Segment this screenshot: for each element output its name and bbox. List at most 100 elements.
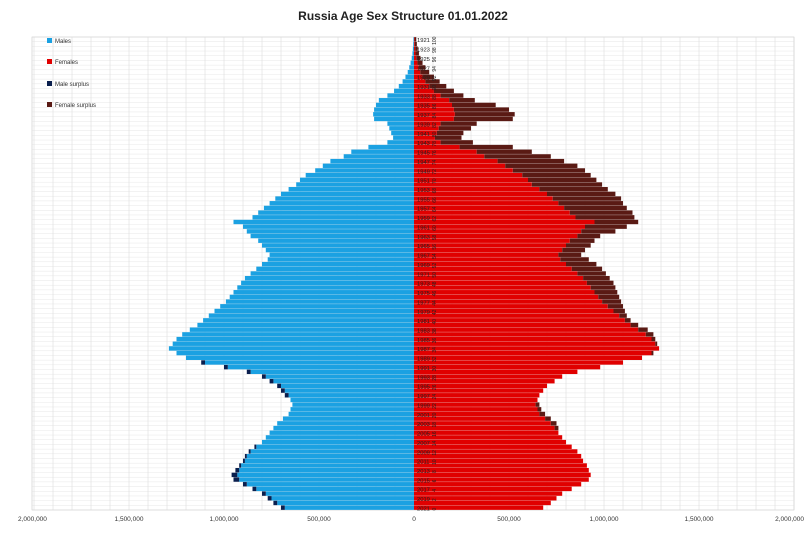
female-bar <box>414 285 591 290</box>
male-bar <box>277 421 414 426</box>
male-bar <box>288 411 414 417</box>
female-surplus-bar <box>537 407 542 412</box>
female-bar <box>414 350 652 356</box>
male-bar <box>189 327 414 332</box>
male-bar <box>250 233 414 239</box>
female-bar <box>414 121 441 126</box>
birth-year-label: 1957 <box>417 207 430 213</box>
male-bar <box>412 46 414 51</box>
birth-year-label: 1929 <box>417 76 430 82</box>
female-surplus-bar <box>505 163 578 168</box>
female-surplus-bar <box>416 55 421 61</box>
male-bar <box>241 463 414 468</box>
female-surplus-bar <box>425 79 440 84</box>
female-bar <box>414 65 419 70</box>
female-bar <box>414 233 578 239</box>
male-bar <box>284 505 414 510</box>
male-bar <box>411 55 414 61</box>
birth-year-label: 1933 <box>417 94 430 100</box>
female-surplus-bar <box>655 341 658 346</box>
female-surplus-bar <box>558 252 582 257</box>
birth-year-label: 1945 <box>417 151 430 157</box>
female-bar <box>414 332 646 337</box>
age-label: 70 <box>432 178 438 184</box>
birth-year-label: 1973 <box>417 282 430 288</box>
age-label: 60 <box>432 225 438 231</box>
birth-year-label: 2005 <box>417 432 430 438</box>
female-bar <box>414 496 557 501</box>
birth-year-label: 1925 <box>417 57 430 63</box>
birth-year-label: 1965 <box>417 244 430 250</box>
female-bar <box>414 224 585 229</box>
female-bar <box>414 88 434 94</box>
age-label: 4 <box>432 489 438 492</box>
legend-label: Males <box>55 39 71 45</box>
female-surplus-bar <box>531 182 603 187</box>
legend-label: Females <box>55 60 78 66</box>
female-bar <box>414 500 551 506</box>
female-bar <box>414 444 572 449</box>
female-bar <box>414 407 538 412</box>
age-label: 38 <box>432 328 438 334</box>
female-bar <box>414 79 426 84</box>
male-surplus-bar <box>224 364 228 370</box>
male-surplus-bar <box>267 496 272 501</box>
female-surplus-bar <box>414 37 417 42</box>
legend-swatch <box>47 38 52 43</box>
female-bar <box>414 116 454 122</box>
female-bar <box>414 205 565 211</box>
female-surplus-bar <box>433 88 454 94</box>
male-surplus-bar <box>243 482 247 487</box>
female-bar <box>414 252 559 257</box>
female-surplus-bar <box>539 411 546 417</box>
female-bar <box>414 201 559 206</box>
female-surplus-bar <box>583 275 610 281</box>
male-bar <box>373 112 414 117</box>
female-surplus-bar <box>436 130 464 136</box>
male-bar <box>271 496 414 501</box>
female-bar <box>414 196 553 201</box>
birth-year-label: 1967 <box>417 254 430 260</box>
x-tick-label: 500,000 <box>497 516 521 523</box>
age-label: 26 <box>432 384 438 390</box>
x-tick-label: 1,500,000 <box>115 516 144 523</box>
female-bar <box>414 140 441 145</box>
female-bar <box>414 107 454 112</box>
female-surplus-bar <box>476 149 532 154</box>
age-label: 78 <box>432 141 438 147</box>
legend-swatch <box>47 81 52 86</box>
female-surplus-bar <box>449 98 475 103</box>
female-bar <box>414 449 578 454</box>
female-bar <box>414 439 566 445</box>
male-bar <box>269 201 414 206</box>
male-bar <box>252 215 414 220</box>
female-bar <box>414 93 441 98</box>
x-tick-label: 1,000,000 <box>590 516 619 523</box>
female-bar <box>414 304 608 309</box>
age-label: 92 <box>432 75 438 81</box>
female-surplus-bar <box>569 210 633 215</box>
birth-year-label: 1951 <box>417 179 430 185</box>
female-bar <box>414 257 561 262</box>
female-surplus-bar <box>571 266 603 272</box>
female-bar <box>414 243 566 248</box>
male-bar <box>290 397 414 403</box>
x-tick-label: 0 <box>412 516 416 523</box>
male-bar <box>256 444 414 449</box>
male-bar <box>413 41 414 47</box>
male-bar <box>405 74 414 79</box>
age-label: 88 <box>432 94 438 100</box>
female-bar <box>414 215 576 220</box>
male-bar <box>387 121 414 126</box>
male-bar <box>387 93 414 98</box>
birth-year-label: 2013 <box>417 469 430 475</box>
male-bar <box>233 219 414 225</box>
male-bar <box>186 355 414 360</box>
male-bar <box>205 360 414 365</box>
age-label: 54 <box>432 253 438 259</box>
male-bar <box>391 130 414 136</box>
legend-swatch <box>47 59 52 64</box>
female-surplus-bar <box>630 322 639 328</box>
female-surplus-bar <box>590 285 616 290</box>
